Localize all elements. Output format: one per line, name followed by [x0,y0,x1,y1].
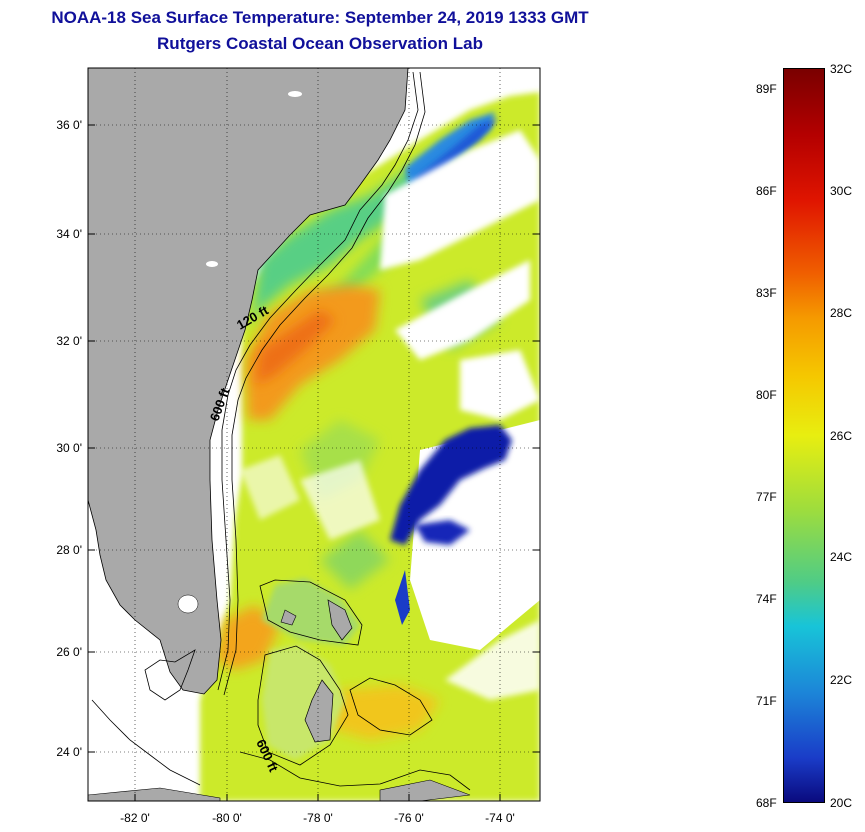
lat-label: 26 0' [56,645,82,659]
lon-label: -82 0' [120,811,150,825]
colorbar-label-f: 71F [756,694,777,708]
colorbar-label-f: 74F [756,592,777,606]
sst-swath [200,92,540,801]
colorbar-label-c: 24C [830,550,853,564]
lat-label: 30 0' [56,441,82,455]
colorbar-label-c: 28C [830,306,853,320]
colorbar-label-c: 30C [830,184,853,198]
colorbar-label-f: 86F [756,184,777,198]
lat-label: 36 0' [56,118,82,132]
graticule [88,68,540,801]
colorbar-label-f: 80F [756,388,777,402]
colorbar-label-c: 20C [830,796,853,810]
axis-ticks [88,124,540,801]
isobath-contours [91,71,471,791]
map-frame [87,67,541,802]
temperature-colorbar [783,68,825,803]
colorbar-label-f: 83F [756,286,777,300]
colorbar-label-c: 32C [830,62,853,76]
colorbar-label-c: 26C [830,429,853,443]
map-subtitle: Rutgers Coastal Ocean Observation Lab [157,34,483,53]
colorbar-label-f: 68F [756,796,777,810]
lat-label: 28 0' [56,543,82,557]
lat-label: 24 0' [56,745,82,759]
lon-label: -78 0' [303,811,333,825]
lon-label: -74 0' [485,811,515,825]
lat-label: 32 0' [56,334,82,348]
lat-label: 34 0' [56,227,82,241]
colorbar-label-f: 77F [756,490,777,504]
lon-label: -80 0' [212,811,242,825]
colorbar-label-f: 89F [756,82,777,96]
land [88,68,471,801]
lon-label: -76 0' [394,811,424,825]
map-title: NOAA-18 Sea Surface Temperature: Septemb… [51,8,589,27]
colorbar-label-c: 22C [830,673,853,687]
